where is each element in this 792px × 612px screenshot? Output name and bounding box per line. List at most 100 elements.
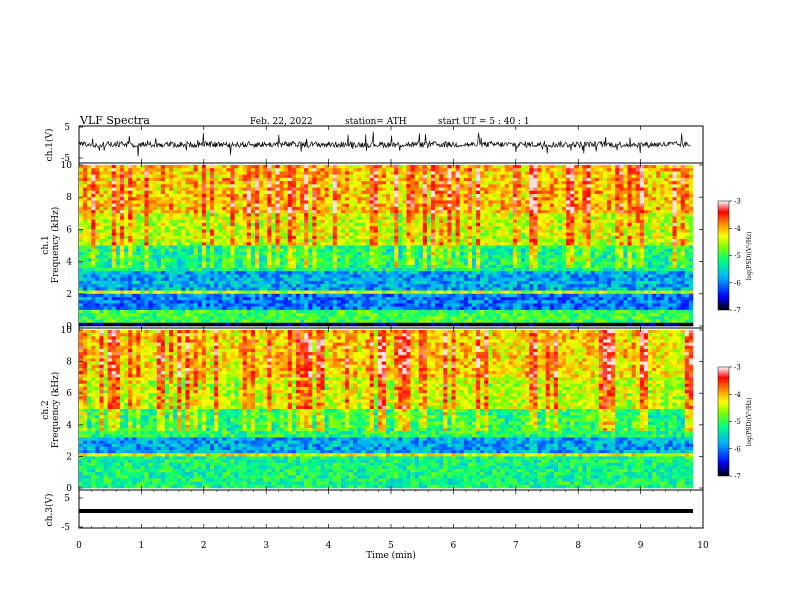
ch1-spectrogram-cell: [181, 171, 186, 175]
ch1-spectrogram-cell: [164, 184, 170, 188]
ch1-spectrogram-cell: [238, 229, 244, 233]
ch1-spectrogram-cell: [574, 239, 579, 243]
ch1-spectrogram-cell: [361, 203, 366, 208]
ch1-spectrogram-cell: [451, 261, 456, 266]
ch1-spectrogram-cell: [459, 197, 465, 201]
ch1-spectrogram-cell: [668, 248, 673, 253]
ch1-spectrogram-cell: [521, 261, 526, 266]
ch1-spectrogram-cell: [185, 239, 190, 243]
ch1-spectrogram-cell: [218, 239, 223, 243]
ch1-spectrogram-cell: [516, 261, 522, 266]
ch1-spectrogram-cell: [598, 226, 604, 230]
ch1-spectrogram-cell: [586, 174, 591, 179]
ch1-spectrogram-cell: [99, 165, 104, 169]
ch1-spectrogram-cell: [598, 258, 604, 262]
ch1-spectrogram-cell: [455, 255, 460, 259]
ch1-spectrogram-cell: [83, 181, 88, 185]
ch1-spectrogram-cell: [480, 232, 485, 237]
ch1-spectrogram-cell: [594, 232, 600, 237]
ch1-spectrogram-cell: [647, 177, 653, 182]
ch1-spectrogram-cell: [308, 181, 313, 185]
ch1-spectrogram-cell: [255, 171, 260, 175]
ch1-spectrogram-cell: [250, 177, 256, 182]
ch1-spectrogram-cell: [214, 245, 219, 250]
ch1-spectrogram-cell: [320, 177, 325, 182]
ch1-spectrogram-cell: [119, 168, 125, 172]
ch1-spectrogram-cell: [394, 226, 399, 230]
ch1-spectrogram-cell: [209, 187, 215, 192]
ch1-spectrogram-cell: [566, 268, 571, 272]
ch1-spectrogram-cell: [488, 261, 493, 266]
ch1-spectrogram-cell: [439, 171, 444, 175]
ch1-spectrogram-cell: [680, 264, 686, 269]
ch1-spectrogram-cell: [566, 181, 571, 185]
ch1-spectrogram-cell: [656, 235, 661, 240]
ch1-spectrogram-cell: [230, 239, 235, 243]
ch1-spectrogram-cell: [590, 226, 596, 230]
ch1-spectrogram-cell: [471, 232, 477, 237]
ch1-spectrogram-cell: [656, 213, 661, 217]
ch1-spectrogram-cell: [304, 213, 309, 217]
ch1-spectrogram-cell: [410, 219, 415, 224]
ch1-spectrogram-cell: [652, 187, 657, 192]
ch1-spectrogram-cell: [656, 187, 661, 192]
ch1-spectrogram-cell: [398, 219, 403, 224]
ch1-spectrogram-cell: [484, 203, 489, 208]
ch1-spectrogram-cell: [553, 184, 559, 188]
ch1-spectrogram-cell: [185, 235, 190, 240]
ch1-spectrogram-cell: [332, 251, 338, 256]
ch1-spectrogram-cell: [488, 248, 493, 253]
ch1-spectrogram-cell: [529, 200, 534, 204]
ch1-spectrogram-cell: [664, 203, 669, 208]
ch1-spectrogram-cell: [107, 251, 113, 256]
ch1-spectrogram-cell: [455, 184, 460, 188]
ch1-spectrogram-cell: [267, 168, 272, 172]
ch1-spectrogram-cell: [312, 197, 317, 201]
ch1-spectrogram-cell: [386, 171, 391, 175]
ch1-spectrogram-cell: [304, 174, 309, 179]
ch1-spectrogram-cell: [79, 216, 84, 221]
ch1-spectrogram-cell: [336, 206, 342, 211]
ch1-spectrogram-cell: [349, 239, 354, 243]
ch1-spectrogram-cell: [553, 190, 559, 195]
ch1-spectrogram-cell: [488, 171, 493, 175]
ch1-spectrogram-cell: [652, 177, 657, 182]
ch1-spectrogram-cell: [79, 268, 84, 272]
ch1-spectrogram-cell: [152, 229, 158, 233]
ch1-spectrogram-cell: [242, 235, 248, 240]
ch1-spectrogram-cell: [308, 184, 313, 188]
ch1-spectrogram-cell: [148, 235, 153, 240]
ch1-spectrogram-cell: [197, 264, 203, 269]
ch1-spectrogram-cell: [275, 255, 280, 259]
ch1-spectrogram-cell: [132, 268, 137, 272]
ch1-spectrogram-cell: [201, 177, 207, 182]
ch1-spectrogram-cell: [643, 226, 649, 230]
ch1-spectrogram-cell: [525, 171, 530, 175]
ch1-spectrogram-cell: [656, 226, 661, 230]
ch1-spectrogram-cell: [668, 190, 673, 195]
ch1-spectrogram-cell: [234, 219, 239, 224]
ch1-spectrogram-cell: [668, 213, 673, 217]
ch1-spectrogram-cell: [422, 242, 428, 246]
ch1-spectrogram-cell: [422, 203, 428, 208]
ch1-spectrogram-cell: [193, 165, 198, 169]
ch1-spectrogram-cell: [312, 268, 317, 272]
ch1-spectrogram-cell: [435, 222, 440, 227]
ch1-spectrogram-cell: [684, 258, 690, 262]
ch1-spectrogram-cell: [279, 171, 284, 175]
ch1-spectrogram-cell: [410, 261, 415, 266]
ch1-spectrogram-cell: [447, 245, 452, 250]
ch1-spectrogram-cell: [300, 251, 305, 256]
ch1-spectrogram-cell: [160, 239, 166, 243]
ch1-spectrogram-cell: [594, 248, 600, 253]
ch1-spectrogram-cell: [398, 190, 403, 195]
ch1-spectrogram-cell: [263, 216, 268, 221]
ch1-spectrogram-cell: [390, 193, 395, 198]
ch1-spectrogram-cell: [431, 226, 436, 230]
ch1-spectrogram-cell: [222, 261, 227, 266]
ch1-spectrogram-cell: [410, 239, 415, 243]
ch1-spectrogram-cell: [394, 193, 399, 198]
ch1-spectrogram-cell: [328, 264, 334, 269]
ch1-spectrogram-cell: [275, 216, 280, 221]
ch1-spectrogram-cell: [594, 264, 600, 269]
